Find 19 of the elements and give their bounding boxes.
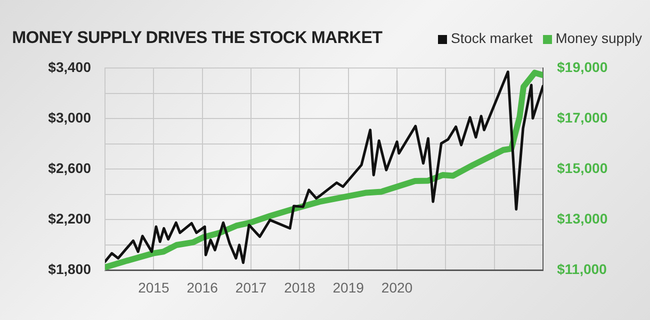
x-tick-label: 2019 [332,279,364,296]
y-tick-label: $2,600 [48,160,92,176]
y2-tick-label: $11,000 [557,260,608,277]
y2-tick-label: $19,000 [557,58,608,75]
legend-label: Money supply [554,30,642,46]
x-tick-label: 2018 [284,279,316,296]
y2-tick-label: $13,000 [557,210,608,226]
y2-tick-label: $15,000 [557,160,608,176]
y-tick-label: $2,200 [48,210,92,226]
y-tick-label: $3,000 [48,109,92,126]
y2-tick-label: $17,000 [557,109,608,126]
y-tick-label: $3,400 [48,58,92,75]
x-tick-label: 2017 [235,279,267,296]
chart-title: MONEY SUPPLY DRIVES THE STOCK MARKET [12,28,382,48]
legend-label: Stock market [450,30,533,46]
x-tick-label: 2020 [381,279,413,296]
x-tick-label: 2016 [186,279,218,296]
y-tick-label: $1,800 [48,260,92,277]
x-tick-label: 2015 [138,279,170,296]
